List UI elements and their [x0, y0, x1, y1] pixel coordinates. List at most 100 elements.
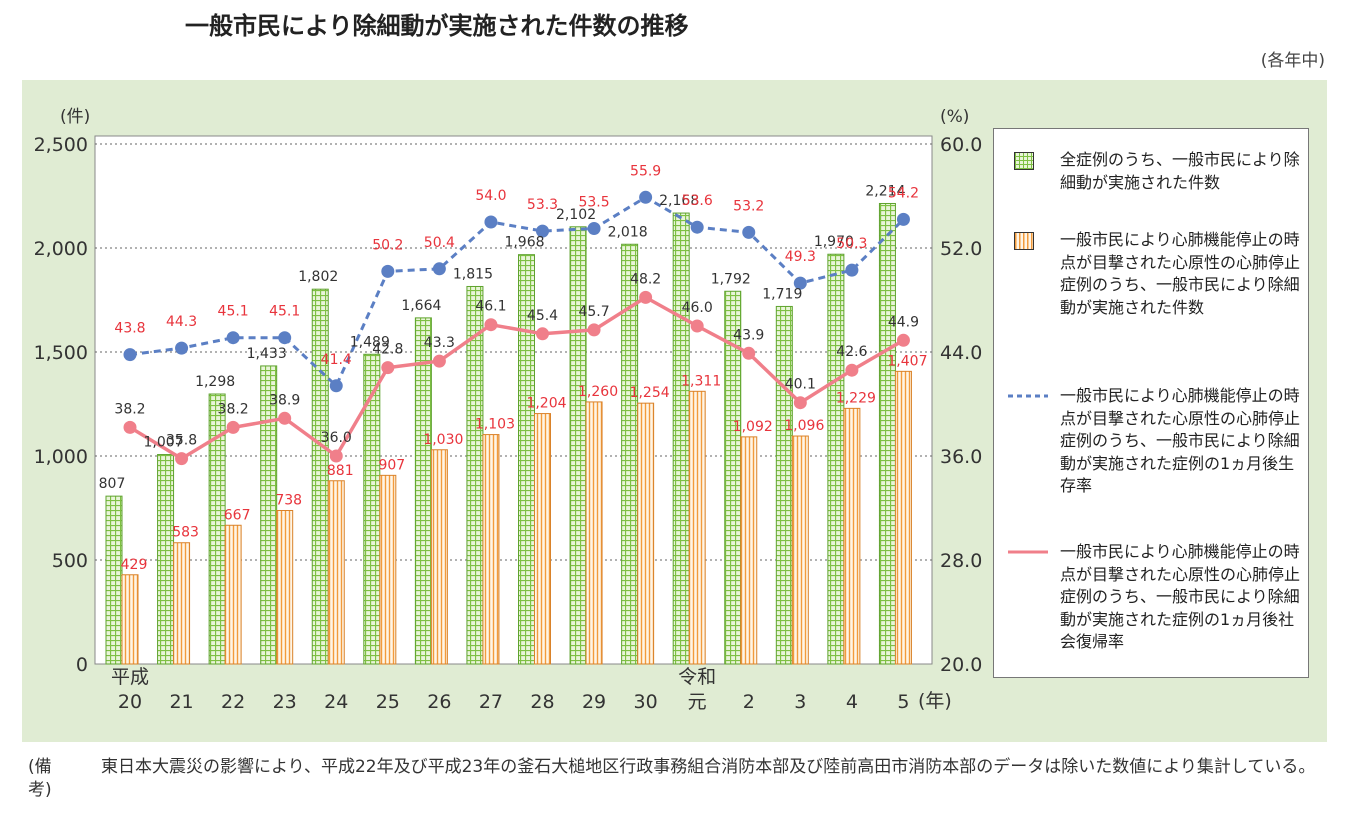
x-tick-label: 平成 [111, 666, 149, 688]
legend: 全症例のうち、一般市民により除細動が実施された件数 一般市民により心肺機能停止の… [993, 128, 1309, 678]
survival-rate-point [742, 225, 756, 239]
bar-witnessed-defib [740, 436, 758, 665]
x-tick-label: 22 [221, 691, 245, 713]
x-tick-label: 5 [897, 691, 909, 713]
bar-all-defib [672, 212, 690, 665]
y-left-tick-label: 2,500 [34, 134, 88, 156]
lines [123, 190, 910, 466]
social-return-rate-label: 45.4 [527, 308, 558, 324]
legend-label: 全症例のうち、一般市民により除細動が実施された件数 [1060, 150, 1300, 192]
bar-value-label: 1,096 [784, 418, 824, 434]
y-left-tick-label: 1,500 [34, 342, 88, 364]
survival-rate-point [484, 215, 498, 229]
bar-all-defib [260, 365, 278, 665]
social-return-rate-label: 45.7 [578, 304, 609, 320]
bar-value-label: 1,970 [814, 234, 854, 250]
y-right-tick-label: 28.0 [940, 550, 982, 572]
survival-rate-label: 49.3 [785, 249, 816, 265]
social-return-rate-label: 38.2 [114, 401, 145, 417]
x-tick-label: 元 [688, 691, 707, 713]
bar-witnessed-defib [791, 435, 809, 665]
survival-rate-label: 54.2 [888, 185, 919, 201]
bar-witnessed-defib [327, 480, 345, 665]
survival-rate-label: 53.2 [733, 198, 764, 214]
x-tick-label: 21 [169, 691, 193, 713]
bar-value-label: 1,092 [733, 419, 773, 435]
green-grid-bar-swatch-icon [1014, 152, 1034, 170]
social-return-rate-label: 42.6 [836, 344, 867, 360]
bar-witnessed-defib [276, 509, 294, 665]
bar-value-label: 1,719 [762, 286, 802, 302]
social-return-rate-label: 42.8 [372, 342, 403, 358]
bar-witnessed-defib [637, 402, 655, 665]
bar-value-label: 1,407 [887, 353, 927, 369]
bar-witnessed-defib [121, 574, 139, 665]
bar-all-defib [466, 285, 484, 665]
bar-value-label: 807 [99, 476, 126, 492]
bar-witnessed-defib [534, 413, 551, 665]
legend-label: 一般市民により心肺機能停止の時点が目撃された心原性の心肺停止症例のうち、一般市民… [1060, 386, 1301, 495]
blue-dashed-line-swatch-icon [1008, 394, 1048, 398]
y-right-tick-label: 20.0 [940, 654, 982, 676]
bar-value-label: 1,664 [401, 298, 441, 314]
survival-rate-label: 43.8 [114, 321, 145, 337]
survival-rate-point [123, 348, 137, 362]
social-return-rate-label: 46.0 [682, 300, 713, 316]
bar-value-label: 1,968 [504, 235, 544, 251]
chart-title: 一般市民により除細動が実施された件数の推移 [185, 12, 689, 40]
x-tick-label: 4 [846, 691, 858, 713]
bar-value-label: 1,204 [526, 396, 566, 412]
bar-value-label: 2,168 [659, 193, 699, 209]
bar-witnessed-defib [224, 524, 242, 665]
survival-rate-label: 53.3 [527, 197, 558, 213]
x-tick-label: 26 [427, 691, 451, 713]
data-labels: 807 1,007 1,298 1,433 1,802 1,489 1,664 1,815 1,… [99, 163, 928, 572]
survival-rate-label: 55.9 [630, 163, 661, 179]
x-tick-label: 29 [582, 691, 606, 713]
survival-rate-label: 54.0 [475, 188, 506, 204]
bar-value-label: 1,792 [711, 271, 751, 287]
survival-rate-point [432, 262, 446, 276]
unit-note: (各年中) [1260, 51, 1325, 71]
bar-witnessed-defib [430, 449, 448, 665]
y-right-tick-label: 52.0 [940, 238, 982, 260]
survival-rate-point [175, 341, 189, 355]
survival-rate-point [226, 331, 240, 345]
social-return-rate-point [226, 420, 240, 434]
bar-value-label: 1,298 [195, 374, 235, 390]
social-return-rate-point [639, 290, 653, 304]
survival-rate-line [129, 195, 905, 389]
social-return-rate-point [536, 327, 549, 341]
social-return-rate-label: 44.9 [888, 314, 919, 330]
bar-value-label: 1,254 [630, 385, 670, 401]
y-left-tick-label: 1,000 [34, 446, 88, 468]
bar-value-label: 2,102 [556, 207, 596, 223]
survival-rate-point [587, 222, 601, 235]
bar-witnessed-defib [585, 401, 603, 665]
social-return-rate-label: 35.8 [166, 433, 197, 449]
survival-rate-point [278, 331, 292, 345]
social-return-rate-label: 38.2 [218, 401, 249, 417]
survival-rate-point [896, 212, 910, 226]
x-tick-label: 令和 [678, 666, 716, 688]
survival-rate-label: 45.1 [218, 304, 249, 320]
bar-all-defib [157, 454, 175, 665]
survival-rate-point [845, 263, 859, 277]
y-right-tick-label: 36.0 [940, 446, 982, 468]
social-return-rate-label: 43.3 [424, 335, 455, 351]
bar-witnessed-defib [688, 390, 706, 665]
bar-witnessed-defib [173, 542, 191, 665]
social-return-rate-point [690, 319, 704, 333]
x-tick-label: 24 [324, 691, 348, 713]
bar-all-defib [414, 317, 432, 665]
y-right-axis-label: (%) [940, 107, 969, 127]
bar-witnessed-defib [843, 407, 861, 665]
social-return-rate-point [329, 449, 343, 463]
y-right-tick-label: 60.0 [940, 134, 982, 156]
x-tick-label: 2 [743, 691, 755, 713]
bar-value-label: 1,815 [453, 266, 493, 282]
bar-all-defib [827, 253, 845, 665]
legend-label: 一般市民により心肺機能停止の時点が目撃された心原性の心肺停止症例のうち、一般市民… [1060, 542, 1301, 651]
y-left-tick-label: 0 [76, 654, 88, 676]
bar-value-label: 738 [275, 492, 302, 508]
